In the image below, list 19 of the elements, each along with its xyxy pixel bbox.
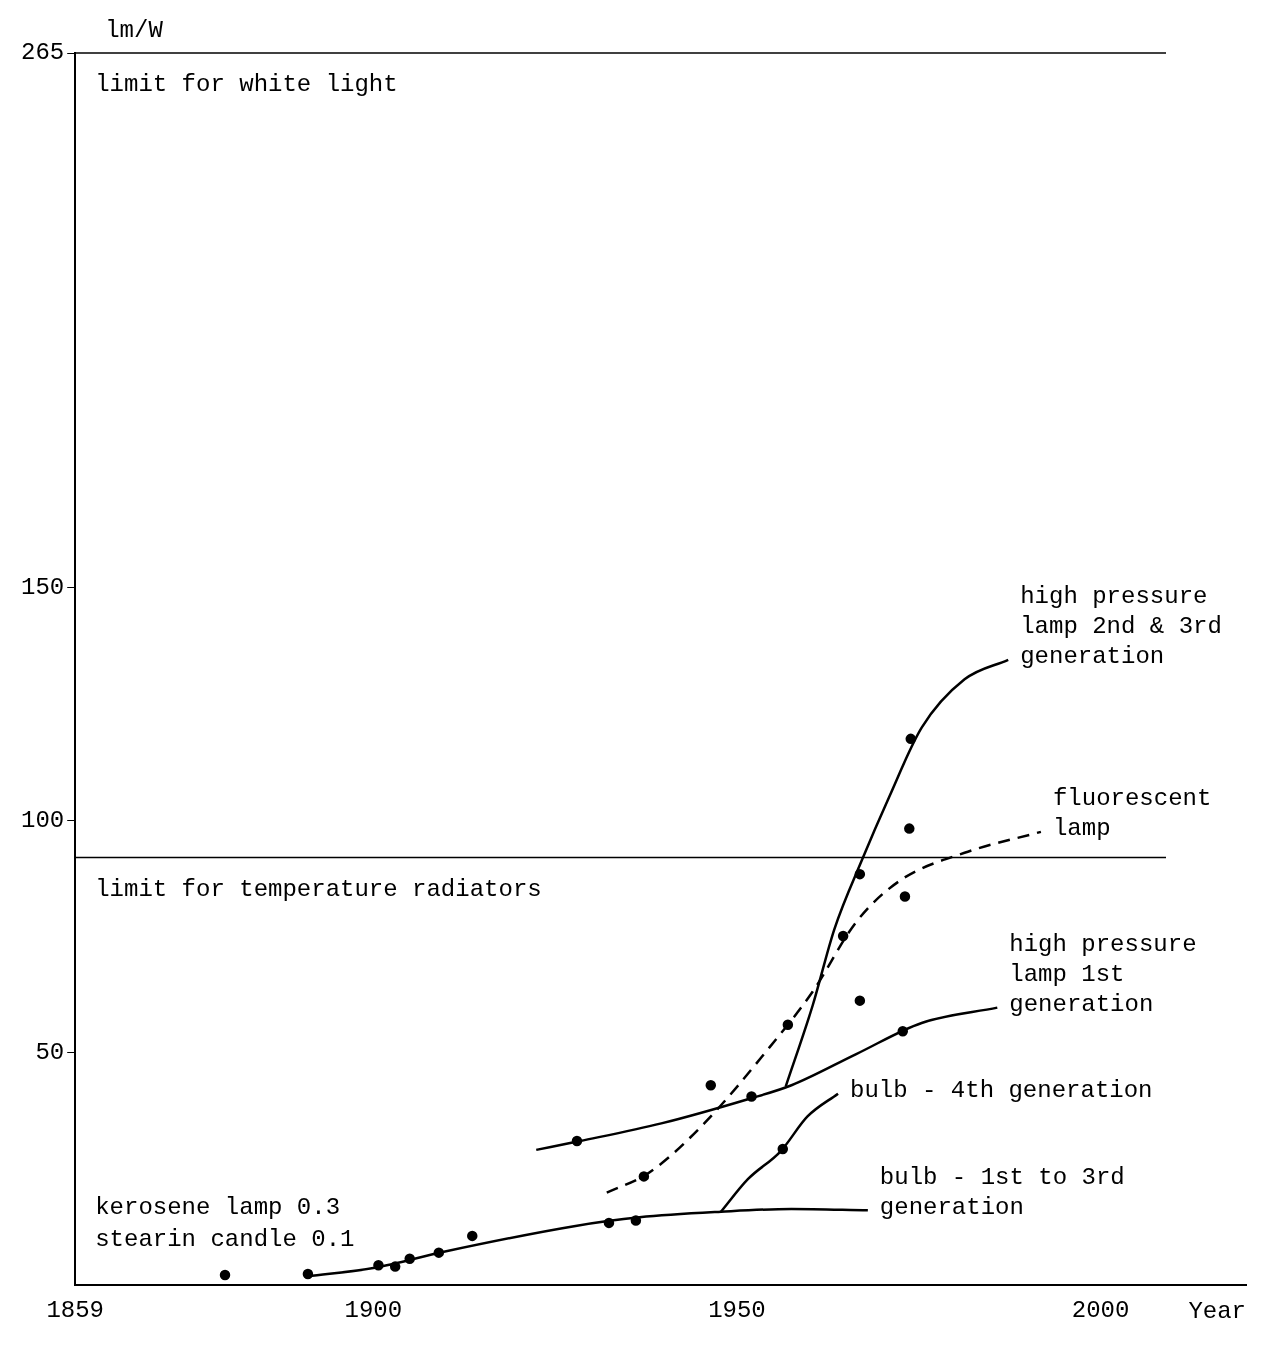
series-label: high pressure lamp 1st generation [1009, 930, 1197, 1018]
y-tick-label: 50 [35, 1039, 65, 1067]
series-label: bulb - 4th generation [850, 1076, 1153, 1104]
x-tick-label: 1950 [708, 1296, 766, 1324]
y-axis-title: lm/W [105, 17, 164, 45]
x-tick-label: 1859 [46, 1296, 105, 1324]
annotation: kerosene lamp 0.3 [95, 1193, 341, 1221]
ref-line-label: limit for temperature radiators [95, 875, 542, 903]
series-label: high pressure lamp 2nd & 3rd generation [1020, 583, 1222, 671]
y-tick-label: 100 [20, 806, 65, 834]
x-axis-title: Year [1188, 1297, 1246, 1325]
y-tick-label: 265 [20, 39, 65, 67]
series-label: bulb - 1st to 3rd generation [879, 1163, 1125, 1221]
series-label: fluorescent lamp [1052, 785, 1212, 843]
y-tick-label: 150 [20, 574, 65, 602]
x-tick-label: 1900 [344, 1296, 403, 1324]
annotation: stearin candle 0.1 [95, 1225, 355, 1253]
ref-line-label: limit for white light [95, 71, 398, 99]
x-tick-label: 2000 [1071, 1296, 1130, 1324]
